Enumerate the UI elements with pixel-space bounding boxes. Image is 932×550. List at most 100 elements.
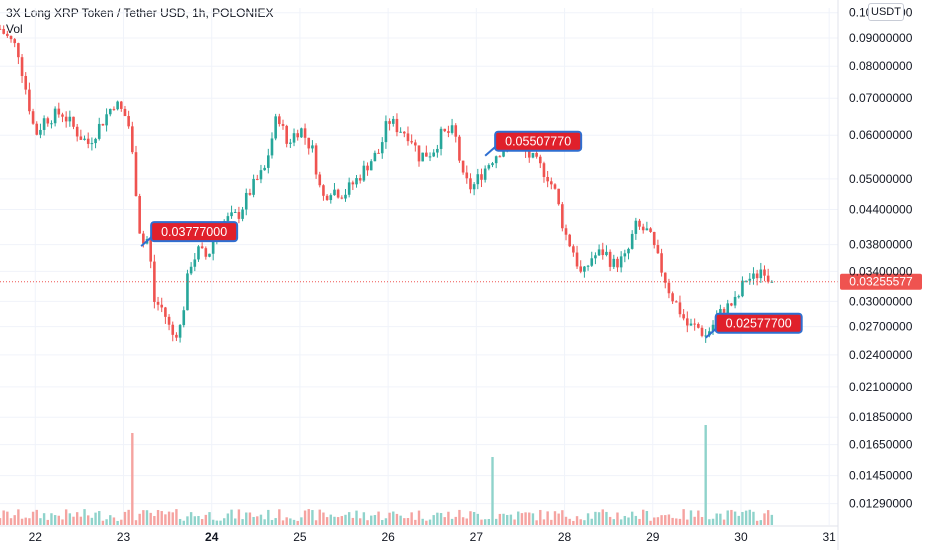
- candle-body: [550, 181, 553, 185]
- candle-body: [226, 216, 230, 222]
- candle-body: [634, 220, 638, 234]
- candle-body: [733, 296, 737, 306]
- candle-body: [616, 258, 619, 268]
- candle-body: [586, 265, 590, 267]
- volume-bar: [127, 509, 130, 525]
- volume-bar: [340, 516, 344, 525]
- candle-body: [439, 128, 443, 149]
- candle-body: [296, 133, 300, 138]
- candle-body: [116, 101, 119, 110]
- candle-body: [436, 148, 439, 153]
- volume-bar: [583, 520, 586, 525]
- volume-bar: [458, 509, 461, 525]
- last-price-line: 0.03255577: [0, 273, 922, 290]
- candle-body: [454, 125, 458, 137]
- volume-bar: [572, 520, 575, 525]
- candle-body: [483, 168, 487, 180]
- volume-bar: [766, 510, 770, 525]
- candle-body: [20, 57, 24, 76]
- volume-bar: [417, 510, 421, 525]
- candle-body: [686, 318, 689, 326]
- volume-bar: [35, 509, 38, 525]
- volume-bar: [590, 518, 593, 525]
- candle-body: [362, 165, 366, 181]
- volume-bar: [248, 512, 252, 525]
- volume-bar: [498, 513, 502, 525]
- volume-bar: [347, 512, 351, 525]
- candle-body: [689, 323, 693, 326]
- volume-bar: [112, 517, 116, 525]
- y-tick-label: 0.03800000: [849, 238, 913, 252]
- volume-bar: [630, 511, 634, 525]
- volume-bar: [94, 512, 97, 525]
- candle-body: [105, 114, 108, 126]
- candle-body: [344, 194, 347, 199]
- volume-bar: [241, 519, 244, 525]
- volume-bar: [678, 518, 682, 525]
- candle-body: [318, 174, 322, 186]
- volume-bar: [645, 511, 649, 525]
- volume-bar: [263, 519, 266, 525]
- volume-bar: [480, 519, 483, 525]
- volume-bar: [142, 510, 145, 525]
- volume-bar: [149, 512, 152, 525]
- candle-body: [601, 249, 605, 256]
- candle-body: [630, 233, 634, 249]
- volume-bar: [314, 520, 318, 525]
- volume-bar: [292, 519, 296, 525]
- volume-bar: [303, 510, 307, 525]
- volume-bar: [520, 513, 524, 525]
- volume-bar: [83, 509, 86, 525]
- candle-body: [671, 293, 674, 302]
- volume-bar: [542, 519, 546, 525]
- volume-bar: [535, 520, 538, 525]
- volume-bar: [90, 517, 94, 525]
- candle-body: [193, 259, 197, 267]
- volume-bar: [289, 518, 292, 525]
- volume-bar: [539, 509, 542, 525]
- candle-body: [164, 307, 167, 317]
- candle-body: [561, 204, 564, 229]
- candle-body: [465, 172, 469, 179]
- volume-bar: [741, 511, 744, 525]
- volume-bar: [160, 511, 163, 525]
- candle-body: [399, 131, 402, 133]
- volume-bar: [0, 518, 2, 525]
- candle-body: [61, 114, 64, 117]
- volume-bar: [42, 513, 46, 525]
- candle-body: [660, 253, 663, 273]
- volume-bar: [178, 518, 182, 525]
- candle-body: [674, 301, 678, 303]
- volume-bar: [722, 519, 726, 525]
- volume-bar: [414, 519, 417, 525]
- currency-button[interactable]: USDT: [868, 3, 904, 21]
- candle-body: [487, 165, 491, 169]
- volume-bar: [307, 509, 310, 525]
- volume-bar: [476, 513, 480, 525]
- candle-body: [663, 272, 667, 283]
- axes: 0.100000000.090000000.080000000.07000000…: [0, 0, 913, 550]
- volume-bar: [506, 514, 509, 525]
- volume-bar: [6, 511, 9, 525]
- candle-body: [612, 258, 616, 267]
- volume-bar: [403, 518, 406, 525]
- volume-bar: [219, 520, 222, 525]
- candle-body: [167, 316, 171, 325]
- volume-bar: [660, 515, 663, 525]
- volume-bar: [550, 519, 553, 525]
- candle-body: [535, 152, 538, 157]
- candle-body: [575, 252, 579, 267]
- y-tick-label: 0.01650000: [849, 438, 913, 452]
- y-tick-label: 0.02100000: [849, 380, 913, 394]
- x-tick-label: 23: [117, 530, 131, 544]
- volume-bar: [472, 511, 476, 525]
- volume-bar: [561, 510, 564, 525]
- volume-bar: [461, 517, 465, 525]
- volume-bar: [278, 509, 281, 525]
- volume-bar: [131, 433, 134, 525]
- y-tick-label: 0.01850000: [849, 410, 913, 424]
- candle-body: [325, 195, 329, 201]
- volume-bar: [75, 512, 79, 525]
- volume-bar: [553, 511, 557, 525]
